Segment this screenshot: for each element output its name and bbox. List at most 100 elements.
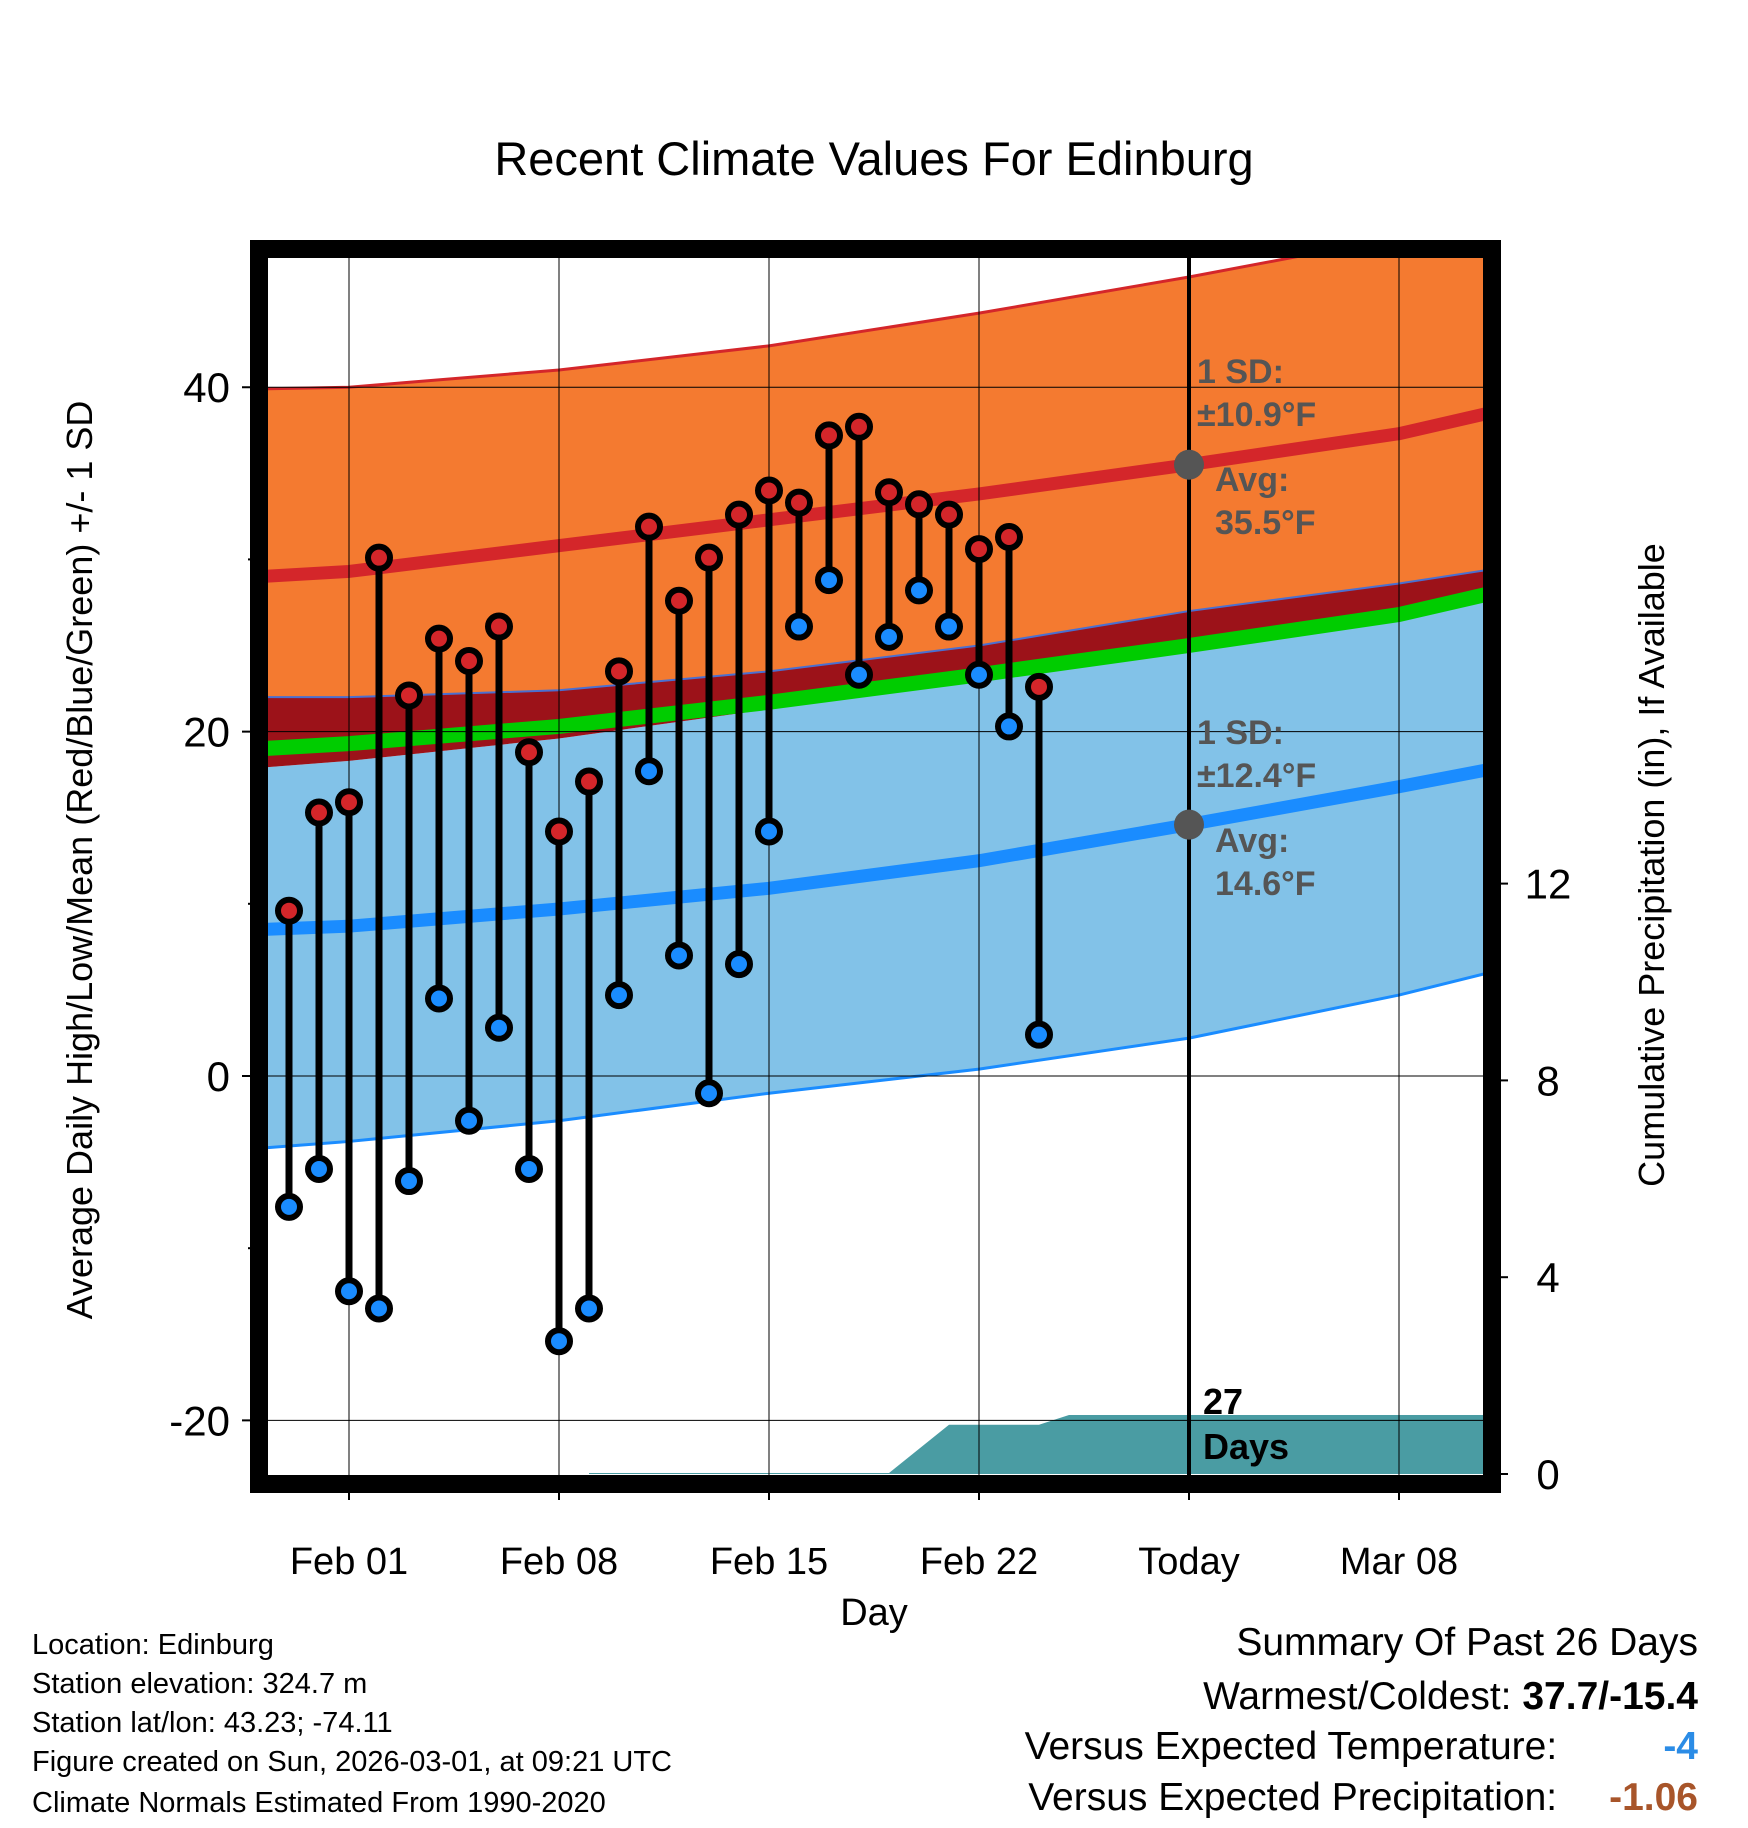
y-axis-label: Average Daily High/Low/Mean (Red/Blue/Gr… (59, 401, 100, 1320)
plot-clipped (268, 258, 1483, 1475)
observed-high-marker (365, 543, 393, 572)
low-normal-line (268, 764, 1483, 936)
observed-high-marker (815, 421, 843, 450)
x-tick-label-4: Today (1138, 1541, 1239, 1583)
observed-low-marker (605, 981, 633, 1010)
summary-precip-value: -1.06 (1609, 1776, 1698, 1819)
plot-frame (250, 240, 1501, 1493)
observed-low-marker (305, 1154, 333, 1183)
summary-precip: Versus Expected Precipitation: -1.06 (1028, 1776, 1698, 1820)
observed-low-marker (845, 660, 873, 689)
observed-low-marker (995, 712, 1023, 741)
observed-high-marker (575, 767, 603, 796)
observed-low-marker (515, 1154, 543, 1183)
observed-low-marker (275, 1192, 303, 1221)
observed-low-marker (785, 612, 813, 641)
y-tick-label-1: 0 (207, 1053, 230, 1100)
observed-high-marker (395, 681, 423, 710)
observed-low-marker (1025, 1020, 1053, 1049)
info-latlon: Station lat/lon: 43.23; -74.11 (32, 1707, 393, 1739)
x-tick-label-5: Mar 08 (1340, 1541, 1458, 1583)
y2-axis-label: Cumulative Precipitation (in), If Availa… (1631, 543, 1672, 1187)
observed-low-marker (335, 1277, 363, 1306)
precip-area (589, 1414, 1483, 1474)
observed-low-marker (935, 612, 963, 641)
x-tick-label-0: Feb 01 (290, 1541, 408, 1583)
info-normals: Climate Normals Estimated From 1990-2020 (32, 1787, 606, 1819)
observed-low-marker (815, 566, 843, 595)
observed-high-marker (305, 798, 333, 827)
observed-high-marker (695, 543, 723, 572)
high-sd-value: ±10.9°F (1197, 396, 1316, 434)
y2-tick-label-3: 12 (1525, 861, 1572, 908)
high-avg-value: 35.5°F (1215, 504, 1316, 542)
x-tick-label-1: Feb 08 (500, 1541, 618, 1583)
high-sd-band (268, 258, 1483, 698)
info-elevation: Station elevation: 324.7 m (32, 1668, 368, 1700)
summary-temp: Versus Expected Temperature: -4 (1025, 1725, 1698, 1769)
chart-title: Recent Climate Values For Edinburg (494, 132, 1253, 185)
low-avg-label: Avg: (1215, 822, 1289, 860)
summary-temp-value: -4 (1663, 1725, 1698, 1768)
y-tick-label-2: 20 (183, 709, 230, 756)
high-upper-sd-line (268, 258, 1298, 391)
observed-high-marker (845, 412, 873, 441)
y2-tick-label-2: 8 (1536, 1057, 1559, 1104)
observed-low-marker (665, 941, 693, 970)
observed-low-marker (965, 660, 993, 689)
observed-high-marker (455, 646, 483, 675)
low-sd-label: 1 SD: (1197, 714, 1284, 752)
observed-high-marker (425, 624, 453, 653)
observed-low-marker (635, 757, 663, 786)
summary-warm-cold-value: 37.7/-15.4 (1522, 1675, 1698, 1718)
observed-high-marker (875, 478, 903, 507)
observed-low-marker (575, 1294, 603, 1323)
plot-area: 1 SD: ±10.9°F Avg: 35.5°F 1 SD: ±12.4°F Avg: 14… (169, 240, 1572, 1583)
observed-low-marker (695, 1079, 723, 1108)
today-low-avg-marker (1174, 809, 1204, 840)
high-sd-label: 1 SD: (1197, 353, 1284, 391)
observed-low-marker (755, 817, 783, 846)
observed-high-marker (515, 738, 543, 767)
low-sd-value: ±12.4°F (1197, 757, 1316, 795)
x-tick-label-2: Feb 15 (710, 1541, 828, 1583)
observed-high-marker (995, 523, 1023, 552)
low-lower-sd-line (268, 972, 1483, 1150)
observed-low-marker (905, 576, 933, 605)
days-label: Days (1203, 1426, 1289, 1467)
y-tick-label-0: -20 (169, 1397, 230, 1444)
high-avg-label: Avg: (1215, 461, 1289, 499)
high-lower-sd-line (268, 569, 1483, 699)
y2-tick-label-0: 0 (1536, 1451, 1559, 1498)
observed-low-marker (425, 984, 453, 1013)
observed-low-marker (485, 1013, 513, 1042)
observed-low-marker (455, 1106, 483, 1135)
observed-high-marker (755, 476, 783, 505)
observed-high-marker (275, 896, 303, 925)
summary-warm-cold: Warmest/Coldest: 37.7/-15.4 (1203, 1675, 1698, 1719)
days-number: 27 (1203, 1381, 1243, 1422)
summary-precip-label: Versus Expected Precipitation: (1028, 1776, 1558, 1819)
observed-low-marker (545, 1327, 573, 1356)
observed-high-marker (545, 817, 573, 846)
today-high-avg-marker (1174, 449, 1204, 480)
observed-high-marker (485, 612, 513, 641)
observed-high-marker (335, 788, 363, 817)
y-tick-label-3: 40 (183, 364, 230, 411)
summary-warm-cold-label: Warmest/Coldest: (1203, 1675, 1523, 1718)
mean-normal-line (268, 587, 1483, 756)
observed-high-marker (1025, 672, 1053, 701)
observed-low-marker (725, 950, 753, 979)
x-tick-label-3: Feb 22 (920, 1541, 1038, 1583)
observed-high-marker (905, 490, 933, 519)
observed-high-marker (635, 512, 663, 541)
info-location: Location: Edinburg (32, 1629, 274, 1661)
observed-high-marker (965, 535, 993, 564)
observed-high-marker (725, 500, 753, 529)
x-axis-label: Day (840, 1592, 908, 1634)
summary-title: Summary Of Past 26 Days (1236, 1621, 1698, 1664)
observed-high-marker (785, 488, 813, 517)
observed-high-marker (935, 500, 963, 529)
low-avg-value: 14.6°F (1215, 865, 1316, 903)
